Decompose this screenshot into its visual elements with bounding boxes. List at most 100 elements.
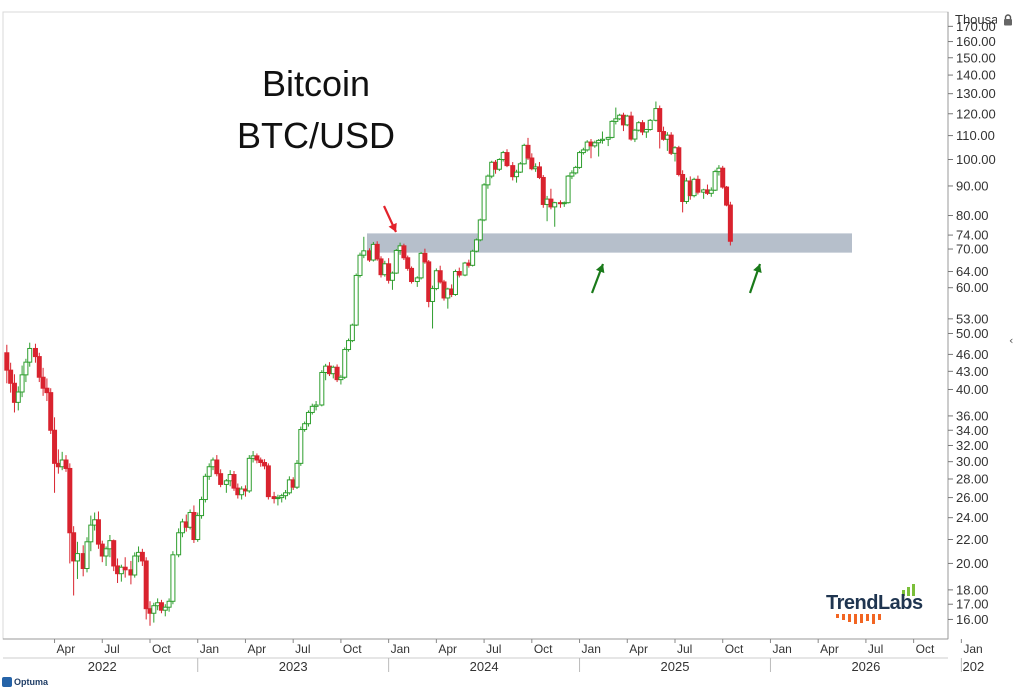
candle	[95, 511, 101, 549]
candle	[577, 150, 583, 169]
candle	[8, 362, 14, 393]
candle	[246, 455, 252, 493]
x-month-label: Jul	[486, 642, 501, 656]
candle	[258, 457, 264, 467]
y-tick-label: 70.00	[956, 242, 989, 257]
x-month-label: Jan	[391, 642, 410, 656]
candle	[279, 493, 285, 503]
candle	[254, 453, 260, 464]
y-tick-label: 170.00	[956, 19, 996, 34]
y-tick-label: 120.00	[956, 106, 996, 121]
candle	[540, 175, 546, 208]
y-tick-label: 74.00	[956, 228, 989, 243]
candle	[71, 526, 77, 596]
logo-bars-icon	[836, 584, 915, 624]
candle	[176, 528, 182, 558]
candle	[643, 128, 649, 138]
x-axis: Apr Jul Oct Jan Apr Jul Oct Jan Apr Jul Oct Jan Apr J…	[3, 638, 984, 674]
chart-title: Bitcoin	[262, 63, 370, 104]
candle	[158, 599, 164, 614]
candle	[143, 557, 149, 620]
candle	[353, 273, 359, 327]
candle	[724, 185, 730, 207]
candle	[414, 276, 420, 287]
x-month-label: Jan	[200, 642, 219, 656]
candle	[529, 153, 535, 171]
candle	[452, 269, 458, 296]
y-tick-label: 16.00	[956, 612, 989, 627]
candle	[712, 169, 718, 192]
candle	[605, 136, 611, 147]
candle	[88, 515, 94, 552]
candle	[437, 265, 443, 284]
y-tick-label: 30.00	[956, 454, 989, 469]
candle	[23, 358, 29, 383]
candle	[426, 260, 432, 308]
candle	[514, 169, 520, 183]
candle	[294, 460, 300, 490]
candle	[346, 338, 352, 352]
x-month-label: Jul	[295, 642, 310, 656]
plot-frame	[2, 11, 949, 640]
y-tick-label: 160.00	[956, 34, 996, 49]
candle	[118, 564, 124, 582]
candle	[409, 266, 415, 284]
candle	[199, 496, 205, 519]
candle	[573, 165, 579, 175]
candle	[496, 158, 502, 172]
candle	[15, 386, 21, 411]
y-tick-label: 46.00	[956, 347, 989, 362]
candle	[223, 478, 229, 493]
candle	[613, 107, 619, 125]
candle	[334, 364, 340, 383]
candle	[298, 426, 304, 466]
candle	[470, 249, 476, 267]
candle	[668, 132, 674, 156]
candle	[361, 236, 367, 259]
x-month-label: Jan	[772, 642, 791, 656]
annotation-arrows	[383, 205, 762, 294]
x-month-label: Apr	[820, 642, 839, 656]
candle	[40, 367, 46, 396]
y-tick-label: 43.00	[956, 364, 989, 379]
grid-layer	[2, 11, 949, 640]
trendlabs-logo-text: TrendLabs	[826, 592, 923, 614]
y-tick-label: 22.00	[956, 532, 989, 547]
candle	[473, 238, 479, 253]
candle	[19, 365, 25, 398]
candle	[162, 604, 168, 617]
candle	[231, 471, 237, 491]
y-tick-label: 100.00	[956, 152, 996, 167]
candle	[592, 140, 598, 148]
candle	[609, 120, 615, 139]
candle	[389, 271, 395, 290]
lock-icon[interactable]	[1003, 14, 1013, 26]
y-tick-label: 18.00	[956, 582, 989, 597]
candle	[580, 147, 586, 155]
candle	[536, 162, 542, 180]
support-zone-band	[367, 233, 852, 253]
candle	[84, 537, 90, 573]
candles-layer	[4, 101, 733, 626]
candle	[695, 175, 701, 195]
y-tick-label: 50.00	[956, 326, 989, 341]
candle	[67, 463, 73, 564]
candle	[52, 417, 58, 493]
candle	[481, 183, 487, 222]
candle	[462, 261, 468, 277]
collapse-panel-icon[interactable]: ‹	[1009, 334, 1014, 347]
y-tick-label: 34.00	[956, 423, 989, 438]
candle	[552, 201, 558, 227]
candle	[676, 145, 682, 177]
y-tick-label: 130.00	[956, 86, 996, 101]
candle	[405, 255, 411, 271]
x-month-label: Oct	[916, 642, 935, 656]
x-month-label: Oct	[534, 642, 553, 656]
candle	[214, 455, 220, 477]
candle	[4, 344, 10, 384]
candle	[401, 243, 407, 261]
candle	[122, 557, 128, 578]
candle	[565, 175, 571, 204]
candle	[525, 137, 531, 161]
x-year-label: 2025	[661, 659, 690, 674]
